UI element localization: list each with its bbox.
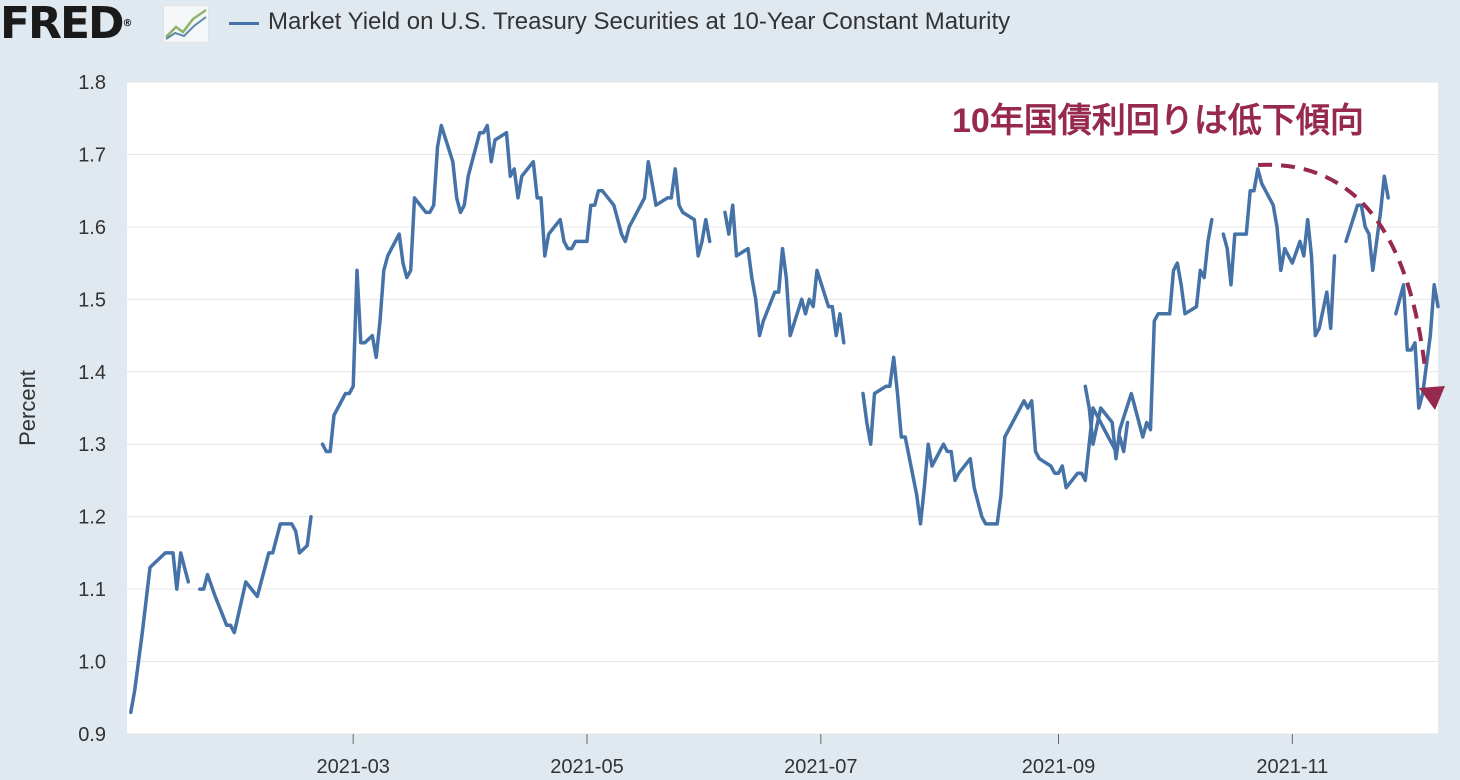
y-tick-label: 1.0 xyxy=(78,652,106,674)
registered-mark: ® xyxy=(122,18,133,29)
plot-area xyxy=(127,82,1438,734)
trend-annotation: 10年国債利回りは低下傾向 xyxy=(952,102,1364,140)
x-tick-label: 2021-05 xyxy=(550,756,623,778)
annotation-group: 10年国債利回りは低下傾向 xyxy=(952,102,1445,410)
y-axis: 0.9 1.0 1.1 1.2 1.3 1.4 1.5 1.6 1.7 1.8 xyxy=(78,72,106,746)
series-line xyxy=(861,355,1130,526)
y-tick-label: 1.3 xyxy=(78,434,106,456)
series-line xyxy=(198,514,313,635)
y-tick-label: 1.5 xyxy=(78,289,106,311)
series-line xyxy=(1394,283,1440,410)
x-tick-label: 2021-09 xyxy=(1022,756,1095,778)
x-tick-label: 2021-03 xyxy=(316,756,389,778)
series-group xyxy=(129,123,1440,715)
trend-arrowhead xyxy=(1419,386,1445,410)
series-line xyxy=(129,551,191,715)
y-tick-label: 1.8 xyxy=(78,72,106,94)
trend-arrow xyxy=(1257,162,1427,369)
legend-swatch xyxy=(229,22,259,25)
series-line xyxy=(1221,167,1337,338)
y-tick-label: 1.2 xyxy=(78,507,106,529)
x-tick-label: 2021-07 xyxy=(784,756,857,778)
y-axis-label: Percent xyxy=(15,370,40,446)
x-axis: 2021-03 2021-05 2021-07 2021-09 2021-11 xyxy=(316,734,1328,778)
y-tick-label: 1.7 xyxy=(78,144,106,166)
y-tick-label: 1.1 xyxy=(78,579,106,601)
logo-text: FRED xyxy=(0,0,125,49)
y-tick-label: 1.6 xyxy=(78,217,106,239)
chart-header: FRED® Market Yield on U.S. Treasury Secu… xyxy=(0,0,1460,50)
chart-title: Market Yield on U.S. Treasury Securities… xyxy=(268,8,1011,35)
series-line xyxy=(1344,174,1390,273)
y-tick-label: 1.4 xyxy=(78,362,106,384)
fred-logo[interactable]: FRED® xyxy=(0,0,133,48)
x-tick-label: 2021-11 xyxy=(1256,756,1328,778)
series-line xyxy=(320,123,712,454)
grid-lines xyxy=(127,81,1438,735)
y-tick-label: 0.9 xyxy=(78,724,106,746)
series-line xyxy=(1083,217,1214,461)
fred-line-graph-icon xyxy=(163,5,209,43)
series-line xyxy=(723,203,846,345)
